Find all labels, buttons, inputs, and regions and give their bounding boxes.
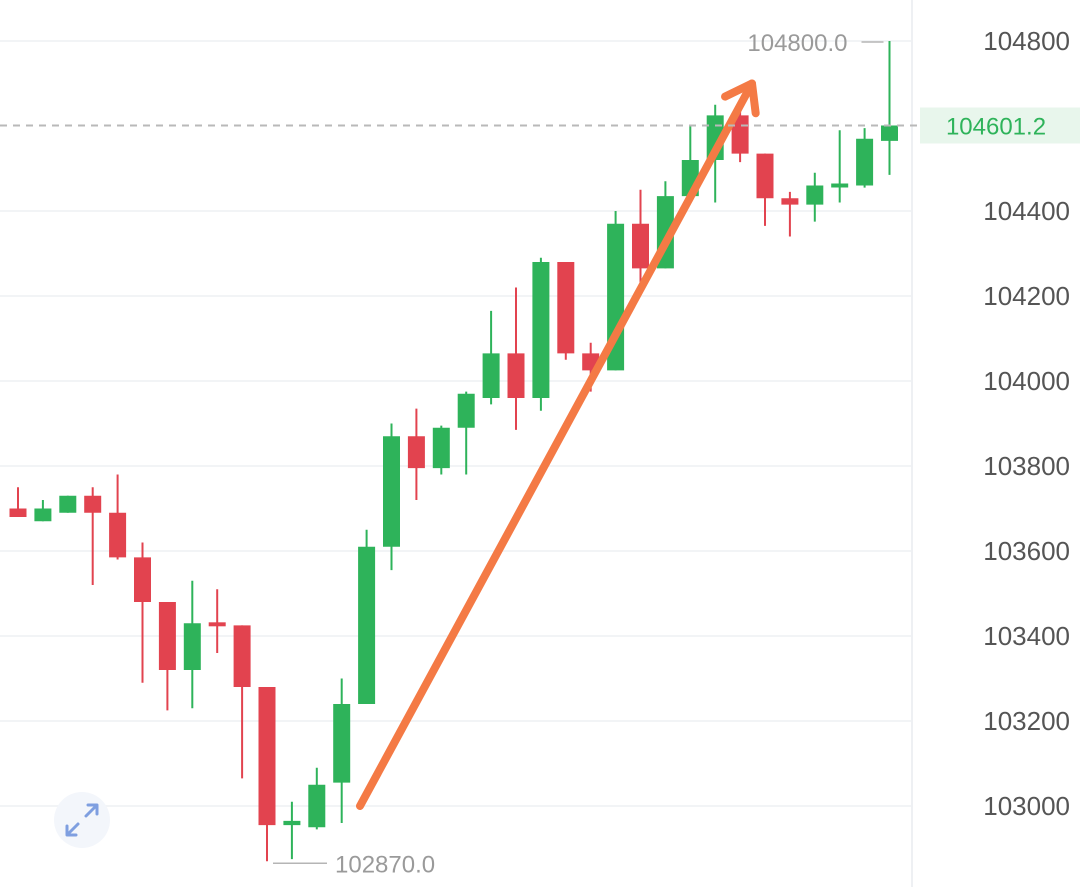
candle	[482, 310, 500, 405]
candle	[756, 153, 774, 226]
candle-body	[333, 704, 351, 783]
candle-body	[432, 427, 450, 469]
candle-body	[34, 508, 52, 522]
y-tick-label: 103800	[983, 451, 1070, 481]
candle-body	[383, 436, 400, 547]
trend-arrow-head	[721, 79, 760, 118]
candle	[308, 767, 326, 830]
candle-body	[856, 138, 874, 186]
y-tick-label: 103200	[983, 706, 1070, 736]
last-price-label: 104601.2	[946, 113, 1046, 140]
candle	[134, 542, 151, 683]
candle-body	[756, 153, 774, 199]
candle	[34, 500, 52, 522]
candle-body	[308, 784, 326, 828]
y-tick-label: 103600	[983, 536, 1070, 566]
candle	[432, 425, 450, 475]
y-tick-label: 104200	[983, 281, 1070, 311]
candle	[781, 191, 799, 237]
candle-body	[134, 557, 151, 602]
trend-arrow	[356, 79, 760, 810]
candle	[9, 487, 27, 517]
candle	[233, 625, 251, 779]
candle-body	[806, 185, 824, 205]
candle	[333, 678, 351, 823]
low-annotation: 102870.0	[335, 851, 435, 878]
candle	[183, 580, 201, 709]
candle-body	[881, 125, 898, 141]
high-annotation: 104800.0	[747, 30, 847, 57]
candle	[158, 602, 176, 711]
candle-body	[84, 495, 102, 513]
candle-body	[59, 495, 77, 513]
candle-body	[9, 508, 27, 517]
y-tick-label: 103400	[983, 621, 1070, 651]
candle-body	[457, 393, 475, 428]
candle-body	[258, 687, 276, 826]
candle-body	[183, 623, 201, 670]
trend-arrow-shaft	[356, 79, 756, 810]
grid-lines	[0, 40, 912, 807]
y-tick-label: 103000	[983, 791, 1070, 821]
candle	[532, 257, 550, 411]
candle-body	[407, 436, 425, 469]
candle	[632, 189, 649, 288]
candle-body	[158, 602, 176, 670]
last-price-badge	[920, 107, 1080, 144]
y-tick-label: 104800	[983, 26, 1070, 56]
candle	[109, 474, 127, 560]
candle-body	[532, 262, 550, 398]
candle	[358, 529, 376, 704]
candle	[831, 130, 849, 203]
candle-body	[557, 262, 575, 354]
candle	[856, 128, 874, 188]
candle-body	[109, 512, 127, 558]
candle	[283, 801, 301, 860]
expand-button[interactable]	[54, 792, 110, 848]
candle-body	[283, 820, 301, 826]
candle-body	[482, 353, 500, 398]
candle	[208, 589, 226, 653]
y-tick-label: 104000	[983, 366, 1070, 396]
candle	[84, 487, 102, 585]
candle	[457, 391, 475, 475]
y-axis-ticks: 104800 104400 104200 104000 103800 103600 1034…	[983, 26, 1070, 821]
candle-body	[358, 546, 376, 704]
candle-body	[208, 622, 226, 627]
candle-body	[233, 625, 251, 687]
expand-arrows-icon	[65, 803, 99, 837]
candles	[9, 41, 898, 862]
y-tick-label: 104400	[983, 196, 1070, 226]
candle-body	[507, 353, 525, 398]
candle	[407, 408, 425, 500]
candle	[383, 423, 400, 571]
candle-body	[632, 223, 649, 269]
candle	[507, 287, 525, 430]
candle	[258, 687, 276, 862]
candle-body	[781, 198, 799, 205]
candle	[806, 172, 824, 222]
candle	[59, 495, 77, 513]
candle	[557, 262, 575, 360]
candle-body	[831, 183, 849, 188]
candle	[881, 41, 898, 175]
